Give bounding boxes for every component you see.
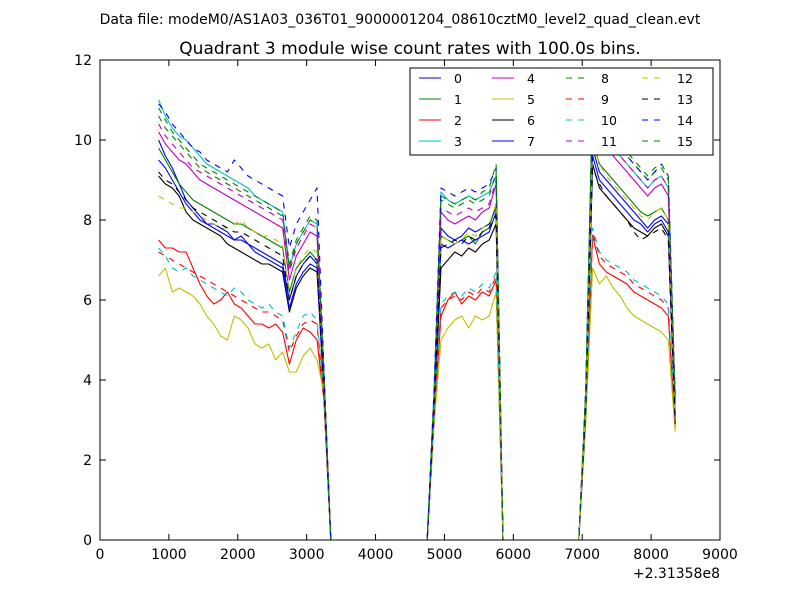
legend-label-11: 11: [601, 134, 617, 149]
x-tick-label: 5000: [427, 547, 463, 563]
x-offset-label: +2.31358e8: [633, 566, 720, 582]
series-line-8: [158, 95, 676, 540]
y-tick-label: 12: [74, 53, 92, 69]
x-tick-label: 4000: [358, 547, 394, 563]
legend-label-6: 6: [527, 113, 535, 128]
series-layer: [158, 91, 676, 540]
x-tick-label: 3000: [289, 547, 325, 563]
x-tick-label: 9000: [702, 547, 738, 563]
y-tick-label: 8: [83, 213, 92, 229]
legend-box: [409, 67, 714, 156]
legend-label-12: 12: [677, 71, 693, 86]
chart-title: Quadrant 3 module wise count rates with …: [179, 39, 640, 59]
legend-label-4: 4: [527, 71, 535, 86]
x-tick-label: 6000: [496, 547, 532, 563]
series-line-15: [158, 91, 676, 540]
y-tick-label: 4: [83, 373, 92, 389]
y-tick-label: 6: [83, 293, 92, 309]
legend-label-10: 10: [601, 113, 617, 128]
legend-label-8: 8: [601, 71, 609, 86]
legend-label-9: 9: [601, 92, 609, 107]
series-line-13: [158, 167, 676, 540]
series-line-5: [158, 267, 676, 540]
legend-label-14: 14: [677, 113, 693, 128]
x-tick-label: 2000: [220, 547, 256, 563]
legend-label-3: 3: [454, 134, 462, 149]
y-tick-label: 0: [83, 533, 92, 549]
x-axis: 0 1000 2000 3000 4000 5000 6000 7000 8000 9000: [96, 60, 738, 563]
legend-label-2: 2: [454, 113, 462, 128]
legend-label-7: 7: [527, 134, 535, 149]
series-line-12: [158, 143, 676, 540]
legend-label-5: 5: [527, 92, 535, 107]
y-tick-label: 2: [83, 453, 92, 469]
series-line-10: [158, 227, 676, 540]
series-line-2: [158, 235, 676, 540]
x-tick-label: 0: [96, 547, 105, 563]
legend-label-0: 0: [454, 71, 462, 86]
legend-label-13: 13: [677, 92, 693, 107]
x-tick-label: 8000: [633, 547, 669, 563]
legend-label-15: 15: [677, 134, 693, 149]
y-tick-label: 10: [74, 133, 92, 149]
x-tick-label: 1000: [151, 547, 187, 563]
plot-area: 0 1000 2000 3000 4000 5000 6000 7000 8000 9000 0 2…: [74, 53, 738, 582]
x-tick-label: 7000: [564, 547, 600, 563]
legend-label-1: 1: [454, 92, 462, 107]
figure-suptitle: Data file: modeM0/AS1A03_036T01_90000012…: [100, 12, 701, 28]
